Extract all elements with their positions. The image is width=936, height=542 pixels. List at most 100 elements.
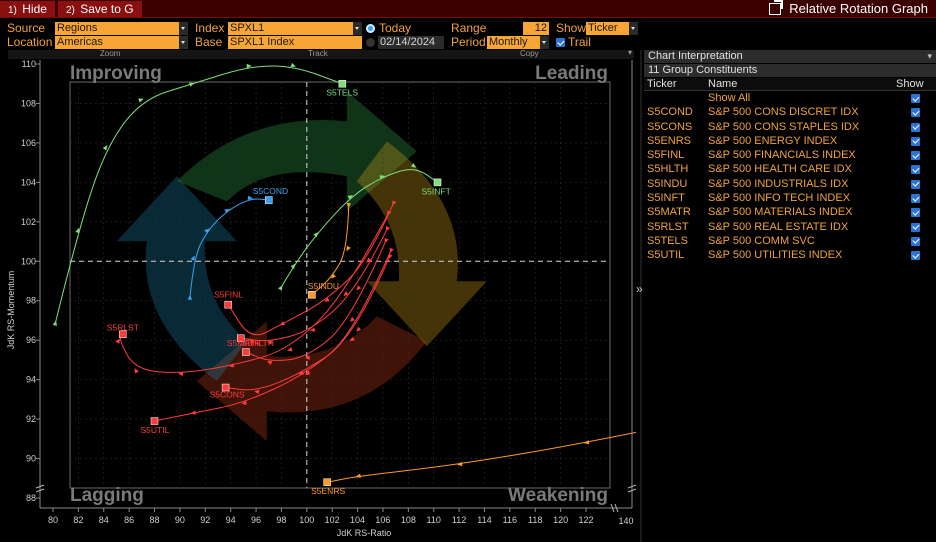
head-point[interactable] — [150, 417, 159, 425]
chevron-down-icon[interactable]: ▾ — [628, 48, 633, 57]
head-point[interactable] — [221, 383, 230, 392]
show-checkbox[interactable] — [911, 194, 920, 204]
chevron-down-icon[interactable] — [179, 22, 188, 35]
show-checkbox[interactable] — [911, 251, 920, 261]
trail-line — [120, 213, 389, 373]
head-point[interactable] — [308, 291, 316, 299]
series-s5inft[interactable]: S5INFT — [278, 163, 451, 291]
series-s5finl[interactable]: S5FINL — [214, 200, 397, 344]
axis-break-icon — [35, 484, 45, 493]
head-point[interactable] — [237, 334, 245, 342]
table-row[interactable]: S5CONS S&P 500 CONS STAPLES IDX — [644, 120, 936, 134]
y-tick-label: 104 — [21, 177, 36, 187]
show-checkbox[interactable] — [911, 165, 920, 175]
head-point[interactable] — [242, 348, 250, 356]
col-ticker[interactable]: Ticker — [647, 78, 677, 90]
series-s5cond[interactable]: S5COND — [187, 186, 289, 300]
series-s5matr[interactable]: S5MATR — [227, 226, 391, 348]
chevron-down-icon[interactable] — [179, 36, 188, 49]
x-tick-label: 98 — [276, 515, 286, 525]
save-to-g-button[interactable]: 2) Save to G — [57, 0, 142, 17]
series-s5tels[interactable]: S5TELS — [52, 62, 359, 326]
zoom-tool[interactable]: Zoom — [100, 49, 121, 58]
hide-label: Hide — [22, 1, 47, 16]
show-checkbox[interactable] — [911, 179, 920, 189]
table-row[interactable]: S5INFT S&P 500 INFO TECH INDEX — [644, 191, 936, 205]
base-input[interactable]: SPXL1 Index — [228, 36, 362, 49]
window-title[interactable]: Relative Rotation Graph — [769, 0, 928, 18]
head-point[interactable] — [323, 478, 331, 486]
show-all-row[interactable]: Show All — [644, 91, 936, 105]
hide-button[interactable]: 1) Hide — [0, 0, 55, 17]
trail-point — [254, 389, 260, 395]
today-label: Today — [379, 21, 412, 35]
chevron-down-icon[interactable]: ▾ — [927, 51, 932, 61]
source-dropdown[interactable]: Regions — [55, 22, 188, 35]
copy-tool[interactable]: Copy — [520, 49, 539, 58]
index-input[interactable]: SPXL1 — [228, 22, 362, 35]
series-s5enrs[interactable]: S5ENRS — [311, 254, 636, 496]
series-s5indu[interactable]: S5INDU — [308, 202, 351, 299]
series-s5util[interactable]: S5UTIL — [141, 253, 393, 435]
table-row[interactable]: S5UTIL S&P 500 UTILITIES INDEX — [644, 248, 936, 262]
range-input[interactable]: 12 — [523, 22, 549, 35]
series-label: S5FINL — [214, 290, 243, 300]
period-dropdown[interactable]: Monthly — [487, 36, 549, 49]
col-show[interactable]: Show — [896, 78, 924, 90]
table-row[interactable]: S5MATR S&P 500 MATERIALS INDEX — [644, 205, 936, 219]
trail-line — [240, 229, 388, 342]
series-s5cons[interactable]: S5CONS — [210, 247, 394, 400]
trail-point — [309, 327, 316, 332]
chevron-down-icon[interactable] — [540, 36, 549, 49]
trail-point — [366, 257, 372, 263]
show-checkbox[interactable] — [911, 108, 920, 118]
show-checkbox[interactable] — [911, 222, 920, 232]
table-row[interactable]: S5ENRS S&P 500 ENERGY INDEX — [644, 134, 936, 148]
show-checkbox[interactable] — [911, 122, 920, 132]
series-s5hlth[interactable]: S5HLTH — [242, 237, 389, 366]
today-radio[interactable] — [366, 24, 375, 33]
show-checkbox[interactable] — [911, 151, 920, 161]
show-checkbox[interactable] — [911, 208, 920, 218]
trail-line — [280, 169, 438, 288]
y-tick-label: 102 — [21, 217, 36, 227]
date-input[interactable]: 02/14/2024 — [378, 36, 444, 49]
external-link-icon[interactable] — [769, 0, 784, 15]
trail-point — [228, 363, 234, 368]
base-label: Base — [195, 35, 223, 49]
constituents-header[interactable]: 11 Group Constituents — [644, 64, 936, 77]
date-radio[interactable] — [366, 38, 375, 47]
trail-point — [410, 163, 417, 168]
trail-point — [387, 210, 392, 216]
show-checkbox[interactable] — [911, 94, 920, 103]
series-s5rlst[interactable]: S5RLST — [107, 210, 392, 377]
table-row[interactable]: S5TELS S&P 500 COMM SVC — [644, 234, 936, 248]
x-axis-label: JdK RS-Ratio — [337, 528, 392, 538]
trail-point — [343, 291, 349, 297]
table-row[interactable]: S5RLST S&P 500 REAL ESTATE IDX — [644, 220, 936, 234]
rotation-arrow — [176, 91, 417, 212]
table-row[interactable]: S5INDU S&P 500 INDUSTRIALS IDX — [644, 177, 936, 191]
head-point[interactable] — [338, 79, 347, 88]
head-point[interactable] — [224, 300, 232, 309]
table-row[interactable]: S5FINL S&P 500 FINANCIALS INDEX — [644, 148, 936, 162]
col-name[interactable]: Name — [708, 78, 738, 90]
show-dropdown[interactable]: Ticker — [586, 22, 638, 35]
expand-panel-icon[interactable]: » — [636, 282, 643, 296]
show-checkbox[interactable] — [911, 236, 920, 246]
series-label: S5ENRS — [311, 486, 345, 496]
chevron-down-icon[interactable] — [629, 22, 638, 35]
panel-divider[interactable] — [640, 50, 642, 542]
table-row[interactable]: S5HLTH S&P 500 HEALTH CARE IDX — [644, 162, 936, 176]
table-row[interactable]: S5COND S&P 500 CONS DISCRET IDX — [644, 105, 936, 119]
x-tick-label: 86 — [124, 515, 134, 525]
trail-checkbox[interactable] — [556, 38, 565, 47]
track-tool[interactable]: Track — [308, 49, 328, 58]
show-checkbox[interactable] — [911, 136, 920, 146]
chevron-down-icon[interactable] — [353, 22, 362, 35]
head-point[interactable] — [119, 330, 127, 339]
chart-interpretation-header[interactable]: Chart Interpretation ▾ — [644, 50, 936, 63]
location-dropdown[interactable]: Americas — [55, 36, 188, 49]
head-point[interactable] — [433, 178, 442, 187]
head-point[interactable] — [264, 196, 273, 204]
